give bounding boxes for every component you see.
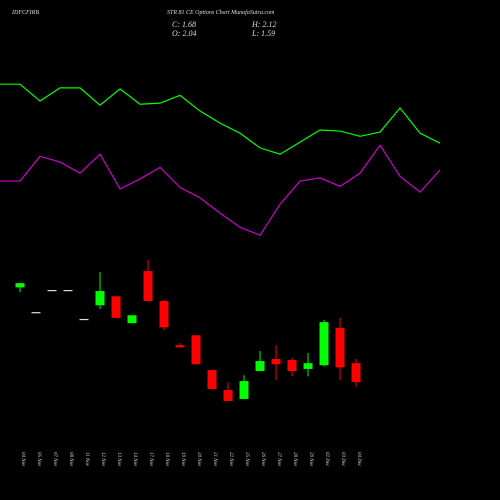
x-tick-label: 04 Dec	[356, 452, 361, 467]
indicator-line	[0, 144, 441, 237]
indicator-line	[0, 83, 441, 155]
candle-body	[319, 322, 329, 366]
candle-body	[15, 283, 25, 288]
low-label: L: 1.59	[251, 29, 275, 38]
x-tick-label: 21 Nov	[212, 452, 217, 467]
candle-body	[79, 318, 89, 321]
candle-body	[335, 327, 345, 368]
chart-title: STR 81 CE Options Chart MunafaSutra.com	[167, 9, 275, 16]
x-tick-label: 05 Nov	[36, 452, 41, 467]
high-label: H: 2.12	[251, 20, 276, 29]
x-tick-label: 28 Nov	[292, 452, 297, 467]
x-tick-label: 25 Nov	[244, 452, 249, 467]
x-tick-label: 29 Nov	[308, 452, 313, 467]
candle-body	[239, 381, 249, 399]
x-tick-label: 27 Nov	[276, 452, 281, 467]
x-tick-label: 14 Nov	[132, 452, 137, 467]
x-tick-label: 19 Nov	[180, 452, 185, 467]
x-tick-label: 11 Nov	[84, 452, 89, 467]
candle-body	[175, 345, 185, 348]
symbol: IDFCFIRB	[11, 10, 39, 16]
candle-body	[223, 390, 233, 402]
candle-body	[303, 363, 313, 369]
candle-body	[207, 370, 217, 389]
open-label: O: 2.04	[172, 29, 196, 38]
candle-body	[287, 360, 297, 372]
candle-body	[351, 363, 361, 383]
candle-body	[111, 296, 121, 318]
x-tick-label: 12 Nov	[100, 452, 105, 467]
x-tick-label: 08 Nov	[68, 452, 73, 467]
x-tick-label: 26 Nov	[260, 452, 265, 467]
x-tick-label: 07 Nov	[52, 452, 57, 467]
candle-body	[255, 361, 265, 372]
x-tick-label: 03 Dec	[340, 452, 345, 467]
candle-body	[271, 358, 281, 365]
x-tick-label: 22 Nov	[228, 452, 233, 467]
candle-body	[47, 290, 57, 292]
x-tick-label: 18 Nov	[164, 452, 169, 467]
close-label: C: 1.68	[172, 20, 196, 29]
x-tick-label: 04 Nov	[20, 452, 25, 467]
x-tick-label: 20 Nov	[196, 452, 201, 467]
x-tick-label: 02 Dec	[324, 452, 329, 467]
x-tick-label: 17 Nov	[148, 452, 153, 467]
candle-body	[127, 315, 137, 324]
x-tick-label: 13 Nov	[116, 452, 121, 467]
candle-body	[31, 312, 41, 314]
candle-body	[191, 335, 201, 365]
candle-body	[159, 301, 169, 328]
candle-body	[63, 290, 73, 292]
candle-body	[143, 271, 153, 302]
candle-body	[95, 291, 105, 306]
